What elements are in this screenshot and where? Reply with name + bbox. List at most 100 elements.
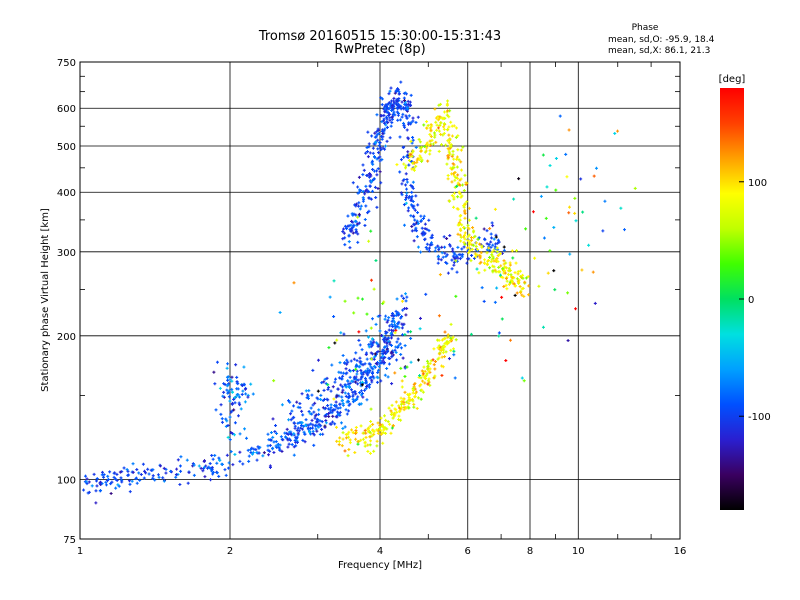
data-point: [106, 477, 110, 481]
data-point: [359, 368, 363, 372]
data-point: [85, 477, 89, 481]
data-point: [403, 98, 407, 102]
data-point: [355, 359, 359, 363]
colorbar-label: [deg]: [719, 74, 746, 85]
axis-ticks: 1 2 4 6 8 10 16 75 100 200 300 400 500 600 750: [57, 58, 686, 557]
data-point: [360, 348, 364, 352]
data-point: [364, 378, 368, 382]
data-point: [423, 237, 427, 241]
data-point: [333, 408, 337, 412]
data-point: [217, 456, 221, 460]
data-points: [82, 80, 637, 505]
data-point: [350, 428, 354, 432]
data-point: [347, 430, 351, 434]
data-point: [336, 410, 340, 414]
data-point: [390, 314, 394, 318]
data-point: [454, 294, 458, 298]
data-point: [176, 458, 180, 462]
data-point: [255, 451, 259, 455]
data-point: [378, 362, 382, 366]
data-point: [485, 251, 489, 255]
data-point: [483, 258, 487, 262]
data-point: [322, 380, 326, 384]
data-point: [479, 260, 483, 264]
data-point: [369, 229, 373, 233]
data-point: [469, 236, 473, 240]
data-point: [574, 307, 578, 311]
data-point: [240, 392, 244, 396]
data-point: [416, 358, 420, 362]
data-point: [364, 189, 368, 193]
data-point: [470, 238, 474, 242]
data-point: [304, 423, 308, 427]
data-point: [192, 473, 196, 477]
data-point: [411, 150, 415, 154]
data-point: [95, 477, 99, 481]
data-point: [377, 365, 381, 369]
data-point: [299, 426, 303, 430]
data-point: [440, 364, 444, 368]
data-point: [337, 440, 341, 444]
data-point: [343, 299, 347, 303]
data-point: [311, 423, 315, 427]
data-point: [420, 158, 424, 162]
data-point: [329, 389, 333, 393]
data-point: [452, 166, 456, 170]
data-point: [225, 419, 229, 423]
data-point: [346, 214, 350, 218]
data-point: [415, 158, 419, 162]
data-point: [225, 388, 229, 392]
x-tick-label: 8: [527, 546, 533, 557]
data-point: [391, 325, 395, 329]
data-point: [403, 333, 407, 337]
data-point: [333, 380, 337, 384]
data-point: [499, 264, 503, 268]
data-point: [418, 146, 422, 150]
data-point: [434, 120, 438, 124]
data-point: [87, 480, 91, 484]
data-point: [476, 237, 480, 241]
data-point: [428, 383, 432, 387]
data-point: [87, 490, 91, 494]
data-point: [522, 379, 526, 383]
data-point: [142, 476, 146, 480]
data-point: [375, 341, 379, 345]
data-point: [444, 143, 448, 147]
data-point: [443, 342, 447, 346]
data-point: [390, 411, 394, 415]
data-point: [501, 276, 505, 280]
data-point: [438, 352, 442, 356]
data-point: [114, 486, 118, 490]
data-point: [229, 450, 233, 454]
data-point: [453, 376, 457, 380]
data-point: [466, 235, 470, 239]
data-point: [413, 395, 417, 399]
data-point: [411, 391, 415, 395]
data-point: [456, 173, 460, 177]
data-point: [371, 374, 375, 378]
data-point: [269, 431, 273, 435]
data-point: [407, 206, 411, 210]
data-point: [537, 284, 541, 288]
data-point: [435, 128, 439, 132]
data-point: [392, 110, 396, 114]
data-point: [452, 124, 456, 128]
data-point: [326, 383, 330, 387]
data-point: [370, 357, 374, 361]
data-point: [580, 268, 584, 272]
data-point: [425, 242, 429, 246]
data-point: [501, 267, 505, 271]
data-point: [332, 279, 336, 283]
data-point: [202, 465, 206, 469]
data-point: [85, 482, 89, 486]
data-point: [376, 128, 380, 132]
data-point: [339, 377, 343, 381]
data-point: [439, 121, 443, 125]
data-point: [379, 432, 383, 436]
data-point: [616, 129, 620, 133]
data-point: [361, 190, 365, 194]
data-point: [324, 419, 328, 423]
data-point: [393, 371, 397, 375]
data-point: [296, 421, 300, 425]
data-point: [370, 378, 374, 382]
